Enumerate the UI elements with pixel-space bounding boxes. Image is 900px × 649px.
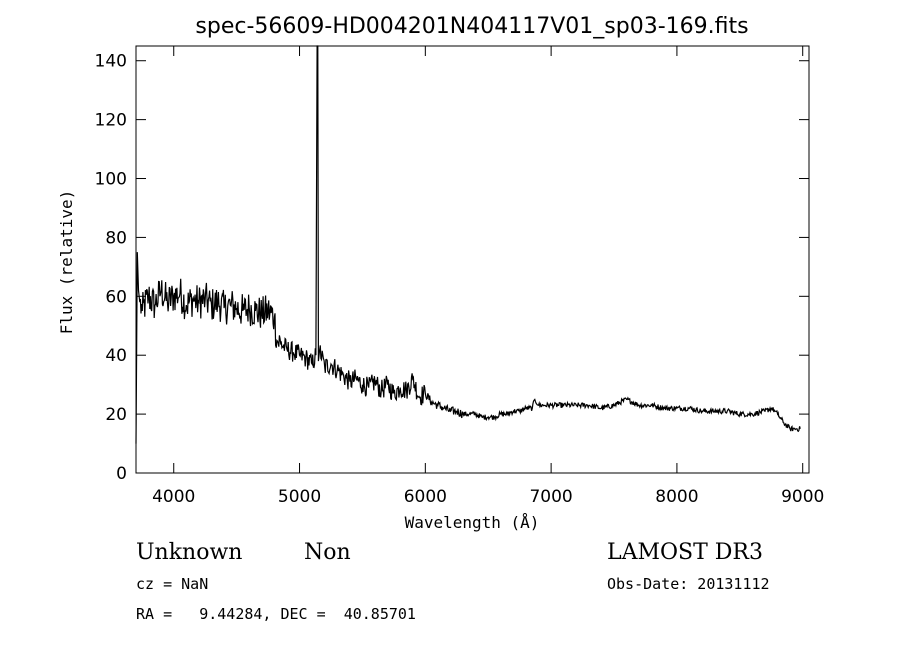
plot-frame	[135, 45, 810, 474]
y-tick-label-100: 100	[95, 170, 127, 190]
x-tick-label-7000: 7000	[529, 487, 572, 507]
y-tick-label-20: 20	[105, 405, 127, 425]
y-tick-label-120: 120	[95, 111, 127, 131]
x-axis: 4000 5000 6000 7000 8000 9000	[152, 46, 824, 507]
spectrum-line	[135, 45, 801, 444]
x-axis-label: Wavelength (Å)	[405, 513, 540, 532]
cz-label: cz = NaN	[136, 575, 208, 593]
x-tick-label-5000: 5000	[278, 487, 321, 507]
object-subclass-label: Non	[304, 540, 351, 565]
y-axis: 0 20 40 60 80 100 120 140	[95, 52, 809, 484]
x-tick-label-4000: 4000	[152, 487, 195, 507]
x-tick-label-8000: 8000	[655, 487, 698, 507]
y-tick-label-40: 40	[105, 346, 127, 366]
survey-label: LAMOST DR3	[607, 540, 763, 565]
y-tick-label-80: 80	[105, 228, 127, 248]
coordinates-label: RA = 9.44284, DEC = 40.85701	[136, 605, 416, 623]
obs-date-label: Obs-Date: 20131112	[607, 575, 770, 593]
x-tick-label-6000: 6000	[404, 487, 447, 507]
y-tick-label-0: 0	[116, 464, 127, 484]
y-tick-label-60: 60	[105, 287, 127, 307]
object-class-label: Unknown	[136, 540, 242, 565]
chart-title: spec-56609-HD004201N404117V01_sp03-169.f…	[195, 14, 748, 39]
y-axis-label: Flux (relative)	[57, 190, 76, 335]
y-tick-label-140: 140	[95, 52, 127, 72]
x-tick-label-9000: 9000	[781, 487, 824, 507]
